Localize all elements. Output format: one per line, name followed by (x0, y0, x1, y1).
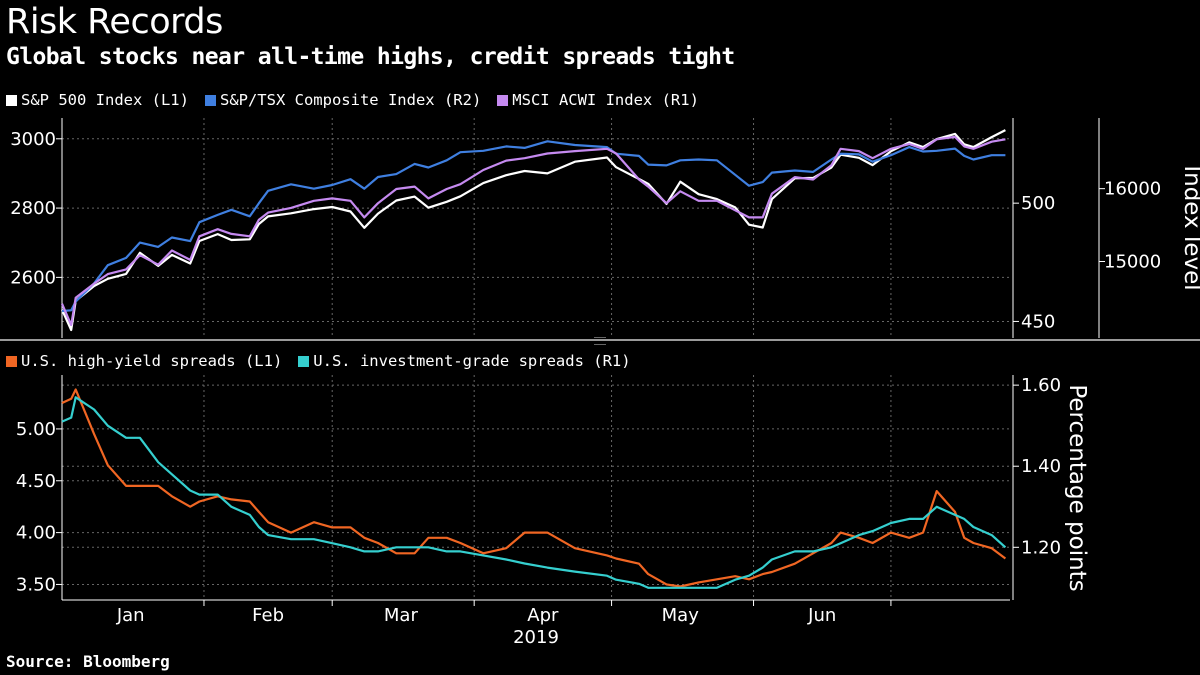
x-tick-label: Mar (384, 605, 419, 626)
y-tick-label-right: 450 (1021, 311, 1055, 332)
legend-label-acwi: MSCI ACWI Index (R1) (512, 91, 699, 109)
x-tick-label: May (662, 605, 700, 626)
y-tick-label-left: 3000 (10, 129, 56, 150)
y-tick-label-left: 4.50 (16, 471, 56, 492)
legend-bottom: U.S. high-yield spreads (L1) U.S. invest… (6, 352, 631, 370)
legend-swatch-investment-grade (298, 355, 310, 367)
legend-item-high-yield: U.S. high-yield spreads (L1) (6, 352, 282, 370)
y-tick-label-right: 1.40 (1021, 456, 1061, 477)
y-tick-label-right: 1.60 (1021, 375, 1061, 396)
legend-swatch-high-yield (6, 355, 17, 367)
source-note: Source: Bloomberg (6, 652, 170, 671)
series-line-blue (61, 140, 1006, 313)
legend-item-investment-grade: U.S. investment-grade spreads (R1) (298, 352, 631, 370)
y-tick-label-right: 1.20 (1021, 537, 1061, 558)
legend-item-acwi: MSCI ACWI Index (R1) (497, 91, 699, 109)
legend-swatch-acwi (497, 94, 509, 106)
legend-label-high-yield: U.S. high-yield spreads (L1) (21, 352, 283, 370)
legend-label-tsx: S&P/TSX Composite Index (R2) (219, 91, 482, 109)
chart-subtitle: Global stocks near all-time highs, credi… (6, 44, 735, 70)
legend-item-tsx: S&P/TSX Composite Index (R2) (204, 91, 482, 109)
legend-item-sp500: S&P 500 Index (L1) (6, 91, 189, 109)
legend-label-sp500: S&P 500 Index (L1) (21, 91, 189, 109)
series-line-purple (60, 135, 1006, 327)
y-tick-label-right: 15000 (1104, 252, 1161, 273)
series-line-cyan (61, 396, 1007, 589)
y-tick-label-left: 2800 (10, 198, 56, 219)
x-axis-year-label: 2019 (513, 627, 559, 648)
y-tick-label-left: 3.50 (16, 574, 56, 595)
x-tick-label: Jan (116, 605, 145, 626)
y-tick-label-left: 2600 (10, 267, 56, 288)
y-tick-label-right: 16000 (1104, 179, 1161, 200)
x-tick-label: Jun (807, 605, 836, 626)
y-tick-label-left: 5.00 (16, 419, 56, 440)
y-axis-title-right: Percentage points (1064, 384, 1090, 591)
divider-grip-handle[interactable] (594, 337, 606, 345)
legend-swatch-tsx (204, 94, 216, 106)
y-tick-label-left: 4.00 (16, 523, 56, 544)
series-line-white (60, 129, 1006, 332)
x-tick-label: Apr (527, 605, 559, 626)
series-line-orange (61, 388, 1007, 588)
chart-title: Risk Records (6, 2, 223, 42)
y-axis-title-right: Index level (1179, 165, 1200, 290)
x-tick-label: Feb (252, 605, 284, 626)
panel-divider[interactable] (0, 339, 1200, 341)
y-tick-label-right: 500 (1021, 193, 1055, 214)
legend-label-investment-grade: U.S. investment-grade spreads (R1) (313, 352, 631, 370)
legend-swatch-sp500 (6, 94, 17, 106)
legend-top: S&P 500 Index (L1) S&P/TSX Composite Ind… (6, 91, 699, 109)
